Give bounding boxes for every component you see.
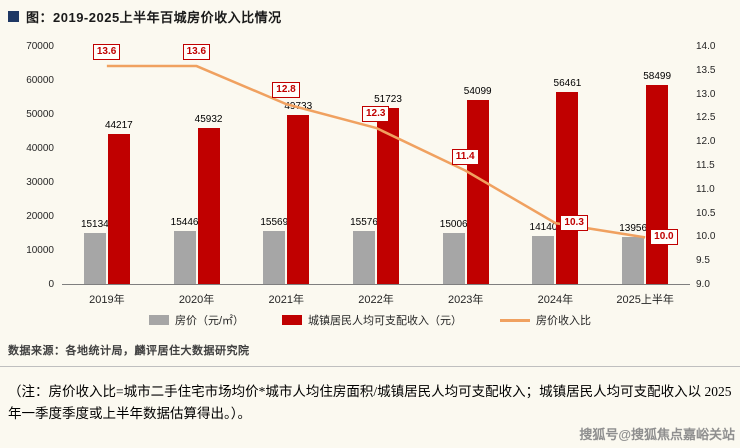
x-axis-label: 2022年 <box>358 294 394 306</box>
data-source: 数据来源：各地统计局，麟评居住大数据研究院 <box>8 345 250 357</box>
footnote: （注：房价收入比=城市二手住宅市场均价*城市人均住房面积/城镇居民人均可支配收入… <box>8 384 732 421</box>
legend-item: 城镇居民人均可支配收入（元） <box>282 312 462 328</box>
right-axis-tick: 14.0 <box>696 41 716 52</box>
left-axis-tick: 50000 <box>26 109 54 120</box>
right-axis-tick: 12.0 <box>696 136 716 148</box>
x-axis-label: 2019年 <box>89 294 125 306</box>
legend-label: 房价收入比 <box>536 315 592 327</box>
house-price-value: 15576 <box>350 217 378 229</box>
ratio-value-label: 12.3 <box>362 105 390 122</box>
watermark: 搜狐号@搜狐焦点嘉峪关站 <box>579 427 735 442</box>
house-price-bar <box>622 236 645 284</box>
house-price-value: 15134 <box>80 218 109 230</box>
house-price-bar <box>173 231 196 284</box>
house-price-value: 15446 <box>170 217 199 229</box>
house-price-value: 15006 <box>439 218 468 230</box>
left-axis-tick: 10000 <box>26 245 54 256</box>
right-axis-tick: 12.5 <box>696 112 716 124</box>
ratio-line-svg <box>106 64 646 239</box>
house-price-bar <box>263 231 286 284</box>
ratio-line-swatch <box>500 318 531 322</box>
left-axis-tick: 40000 <box>26 143 54 154</box>
chart-title: 图：2019-2025上半年百城房价收入比情况 <box>26 10 282 25</box>
income-value: 51723 <box>374 94 402 106</box>
income-value: 45932 <box>194 113 223 125</box>
house-price-value: 15569 <box>260 217 289 229</box>
title-bullet-square <box>8 11 19 22</box>
ratio-value-label: 10.3 <box>560 215 588 232</box>
plot-area: 15134 44217 15446 45932 15569 49733 15576 51723… <box>62 44 690 285</box>
house-price-bar <box>532 235 555 284</box>
legend-item: 房价收入比 <box>500 312 591 328</box>
right-axis-tick: 9.5 <box>696 255 710 267</box>
house-price-bar <box>442 232 465 284</box>
house-price-bar <box>83 232 106 284</box>
right-axis-tick: 13.0 <box>696 88 716 100</box>
x-axis-label: 2021年 <box>268 294 305 306</box>
income-bar <box>377 108 399 284</box>
divider-line <box>0 366 740 367</box>
chart-title-row: 图：2019-2025上半年百城房价收入比情况 <box>8 7 282 26</box>
ratio-value-label: 12.8 <box>272 82 300 99</box>
right-axis-tick: 13.5 <box>696 64 716 76</box>
x-axis-label: 2020年 <box>178 294 215 306</box>
income-bar <box>466 100 489 284</box>
right-axis-tick: 10.0 <box>696 231 716 243</box>
house-price-swatch <box>148 315 169 325</box>
x-axis-label: 2023年 <box>447 294 484 306</box>
house-price-value: 13956 <box>619 222 648 234</box>
right-axis-tick: 9.0 <box>696 279 710 290</box>
income-value: 56461 <box>553 78 582 90</box>
right-axis-tick: 11.5 <box>696 160 715 171</box>
left-axis-tick: 60000 <box>26 75 54 86</box>
house-price-bar <box>353 231 375 284</box>
x-axis-label: 2025上半年 <box>616 294 674 306</box>
left-axis-tick: 20000 <box>26 211 54 222</box>
ratio-line <box>106 64 646 239</box>
income-value: 44217 <box>104 119 133 131</box>
income-bar <box>556 92 579 284</box>
legend-item: 房价（元/㎡） <box>148 312 245 328</box>
x-axis-label: 2024年 <box>537 294 574 306</box>
income-bar <box>287 114 310 284</box>
income-swatch <box>282 315 303 325</box>
income-value: 54099 <box>463 86 492 98</box>
left-axis-tick: 0 <box>48 279 54 290</box>
left-axis-tick: 30000 <box>26 177 54 188</box>
house-price-value: 14140 <box>529 221 558 233</box>
legend-label: 城镇居民人均可支配收入（元） <box>308 315 463 327</box>
income-bar <box>197 127 220 284</box>
legend-label: 房价（元/㎡） <box>174 315 245 327</box>
ratio-value-label: 10.0 <box>650 229 678 246</box>
legend: 房价（元/㎡） 城镇居民人均可支配收入（元） 房价收入比 <box>0 312 740 328</box>
income-bar <box>107 133 130 284</box>
ratio-value-label: 13.6 <box>182 44 211 61</box>
right-axis-tick: 10.5 <box>696 207 716 219</box>
income-value: 58499 <box>643 71 672 83</box>
left-axis-tick: 70000 <box>26 41 54 52</box>
right-axis-tick: 11.0 <box>696 183 715 195</box>
ratio-value-label: 13.6 <box>92 44 121 61</box>
ratio-value-label: 11.4 <box>451 148 479 165</box>
